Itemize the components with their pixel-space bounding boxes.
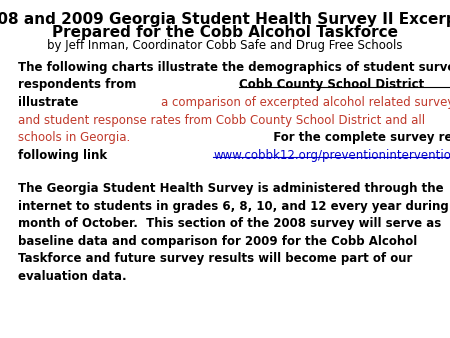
- Text: illustrate: illustrate: [18, 96, 82, 109]
- Text: and student response rates from Cobb County School District and all: and student response rates from Cobb Cou…: [18, 114, 425, 126]
- Text: following link: following link: [18, 149, 111, 162]
- Text: internet to students in grades 6, 8, 10, and 12 every year during the: internet to students in grades 6, 8, 10,…: [18, 200, 450, 213]
- Text: month of October.  This section of the 2008 survey will serve as: month of October. This section of the 20…: [18, 217, 441, 230]
- Text: baseline data and comparison for 2009 for the Cobb Alcohol: baseline data and comparison for 2009 fo…: [18, 235, 417, 248]
- Text: The Georgia Student Health Survey is administered through the: The Georgia Student Health Survey is adm…: [18, 182, 444, 195]
- Text: a comparison of excerpted alcohol related survey questions: a comparison of excerpted alcohol relate…: [161, 96, 450, 109]
- Text: respondents from: respondents from: [18, 78, 140, 91]
- Text: evaluation data.: evaluation data.: [18, 270, 126, 283]
- Text: www.cobbk12.org/preventionintervention: www.cobbk12.org/preventionintervention: [213, 149, 450, 162]
- Text: schools in Georgia.: schools in Georgia.: [18, 131, 130, 144]
- Text: 2008 and 2009 Georgia Student Health Survey II Excerpts: 2008 and 2009 Georgia Student Health Sur…: [0, 12, 450, 27]
- Text: Prepared for the Cobb Alcohol Taskforce: Prepared for the Cobb Alcohol Taskforce: [52, 25, 398, 40]
- Text: The following charts illustrate the demographics of student survey: The following charts illustrate the demo…: [18, 61, 450, 74]
- Text: Taskforce and future survey results will become part of our: Taskforce and future survey results will…: [18, 252, 412, 265]
- Text: For the complete survey report, check out the: For the complete survey report, check ou…: [265, 131, 450, 144]
- Text: by Jeff Inman, Coordinator Cobb Safe and Drug Free Schools: by Jeff Inman, Coordinator Cobb Safe and…: [47, 39, 403, 52]
- Text: Cobb County School District: Cobb County School District: [239, 78, 424, 91]
